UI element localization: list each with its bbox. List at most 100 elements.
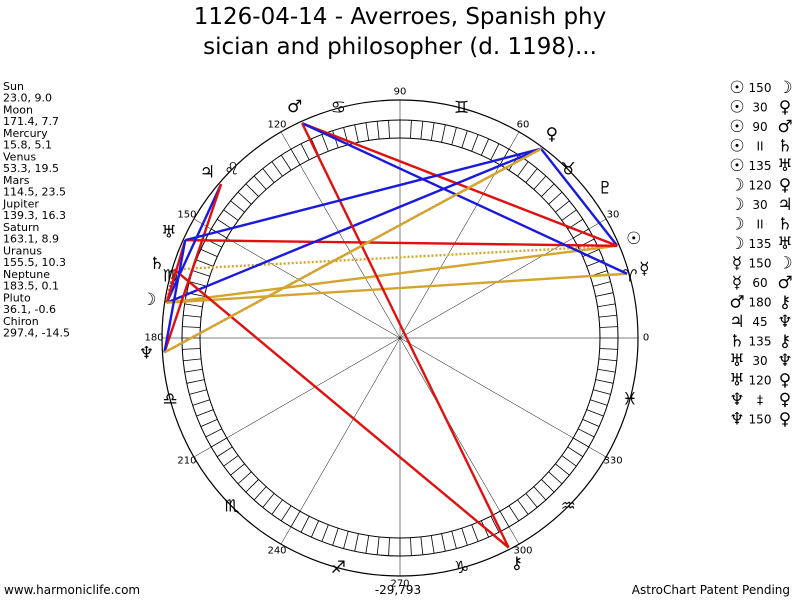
aspect-label: 90 (752, 120, 767, 134)
tick-hatch (590, 399, 608, 406)
tick-hatch (196, 409, 214, 417)
aspect-label: 45 (752, 315, 767, 329)
footer-right: AstroChart Patent Pending (632, 583, 790, 597)
planet-name: Pluto (3, 292, 31, 305)
radial-tick (508, 131, 520, 150)
planet-glyph: ♃ (200, 162, 215, 182)
tick-hatch (223, 455, 239, 467)
aspect-line (185, 238, 618, 247)
tick-hatch (376, 121, 380, 140)
tick-hatch (597, 303, 616, 308)
aspect-planet: ☽ (729, 176, 744, 196)
tick-hatch (595, 379, 614, 384)
sign-glyph: ♋ (331, 98, 346, 118)
tick-hatch (183, 358, 202, 362)
aspect-label: 30 (752, 354, 767, 368)
aspect-label: 120 (749, 179, 772, 193)
planet-name: Uranus (3, 245, 42, 258)
tick-hatch (216, 446, 233, 458)
aspect-line (165, 183, 223, 304)
aspect-planet: ⚷ (779, 293, 791, 313)
radial-tick (588, 446, 607, 458)
degree-label: 330 (603, 456, 622, 467)
tick-hatch (586, 409, 604, 417)
radial-line (399, 237, 574, 339)
aspect-planet: ⚷ (779, 332, 791, 352)
tick-hatch (410, 120, 412, 139)
aspect-planet: ♀ (779, 176, 791, 196)
planet-name: Sun (3, 80, 24, 93)
tick-hatch (230, 463, 245, 476)
aspect-planet: ☽ (729, 234, 744, 254)
planet-name: Neptune (3, 268, 50, 281)
aspect-label: 150 (749, 257, 772, 271)
aspect-label: 150 (749, 413, 772, 427)
tick-hatch (490, 516, 500, 533)
planet-name: Jupiter (2, 198, 39, 211)
tick-hatch (490, 143, 500, 160)
tick-hatch (567, 446, 584, 458)
aspect-planet: ☉ (729, 117, 744, 137)
tick-hatch (184, 368, 203, 373)
tick-hatch (184, 303, 203, 308)
planet-glyph: ☉ (626, 229, 641, 249)
planet-glyph: ☿ (639, 259, 649, 279)
tick-hatch (597, 368, 616, 373)
planet-name: Saturn (3, 221, 39, 234)
tick-hatch (205, 428, 222, 438)
aspect-line (184, 147, 542, 242)
radial-line (226, 337, 401, 439)
tick-hatch (183, 314, 202, 318)
planet-coords: 15.8, 5.1 (3, 139, 52, 152)
degree-label: 30 (607, 210, 620, 221)
aspect-planet: ♂ (777, 117, 792, 137)
aspect-planet: ♀ (779, 371, 791, 391)
tick-hatch (200, 248, 218, 258)
planet-name: Mars (3, 174, 30, 187)
tick-hatch (410, 537, 412, 556)
tick-hatch (365, 122, 370, 141)
tick-hatch (461, 130, 468, 148)
planet-coords: 53.3, 19.5 (3, 162, 59, 175)
tick-hatch (182, 326, 201, 328)
tick-hatch (300, 143, 310, 160)
tick-hatch (192, 399, 210, 406)
aspect-label: 135 (749, 335, 772, 349)
degree-label: 180 (144, 333, 163, 344)
aspect-line (163, 183, 223, 353)
planet-coords: 171.4, 7.7 (3, 115, 59, 128)
degree-label: 240 (267, 546, 286, 557)
aspect-planet: ♆ (777, 312, 792, 332)
aspect-planet: ♀ (779, 98, 791, 118)
tick-hatch (237, 191, 252, 205)
aspect-label: 30 (752, 198, 767, 212)
aspect-planet: ♅ (777, 234, 792, 254)
tick-hatch (245, 183, 259, 197)
aspect-planet: ♂ (777, 273, 792, 293)
tick-hatch (441, 124, 446, 143)
aspect-planet: ♅ (777, 156, 792, 176)
planet-coords: 163.1, 8.9 (3, 233, 59, 246)
aspect-line (301, 122, 510, 549)
radial-tick (280, 131, 292, 150)
planet-glyph: ♇ (598, 178, 613, 198)
aspect-label: 120 (749, 374, 772, 388)
tick-hatch (533, 175, 547, 190)
tick-hatch (271, 161, 283, 177)
tick-hatch (508, 505, 520, 522)
radial-tick (193, 446, 212, 458)
sign-glyph: ♒ (561, 496, 576, 516)
degree-label: 60 (517, 119, 530, 130)
tick-hatch (441, 533, 446, 552)
aspect-planet: ☽ (729, 195, 744, 215)
tick-hatch (271, 499, 283, 515)
aspect-planet: ☽ (729, 215, 744, 235)
degree-label: 150 (177, 210, 196, 221)
radial-tick (588, 218, 607, 230)
planet-glyph: ♂ (287, 97, 302, 117)
aspect-line (163, 147, 542, 354)
tick-hatch (430, 122, 435, 141)
tick-hatch (290, 511, 301, 527)
aspect-line (166, 147, 542, 304)
